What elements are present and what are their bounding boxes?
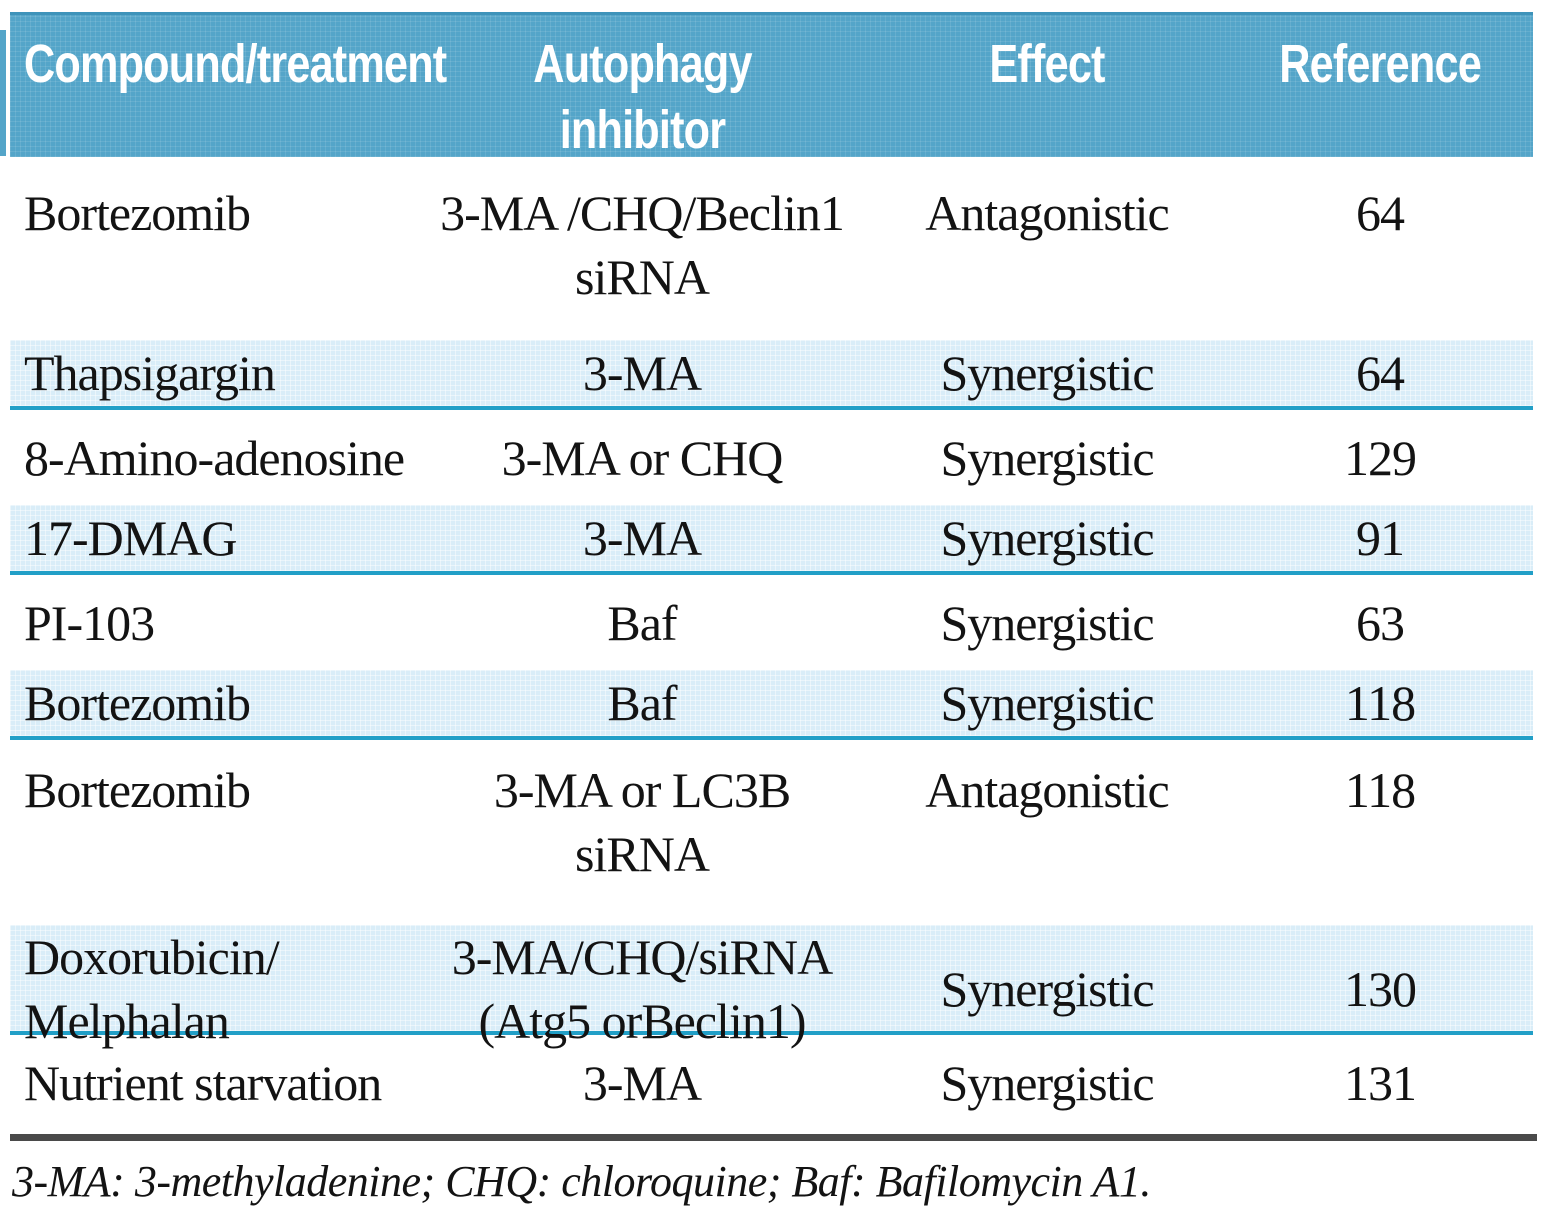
cell-inhibitor: Baf: [607, 594, 677, 651]
cell-reference: 91: [1356, 510, 1405, 566]
column-header-compound: Compound/treatment: [10, 31, 447, 163]
table-row: 17-DMAG 3-MA Synergistic 91: [10, 505, 1533, 575]
cell-reference: 129: [1344, 429, 1417, 486]
column-header-effect-label: Effect: [989, 34, 1105, 94]
column-header-inhibitor: Autophagy inhibitor: [417, 31, 867, 163]
data-table: Compound/treatment Autophagy inhibitor E…: [10, 12, 1533, 1130]
cell-reference: 64: [1356, 185, 1405, 241]
cell-effect: Antagonistic: [925, 185, 1170, 241]
cell-inhibitor: Baf: [607, 675, 677, 731]
cell-inhibitor: 3-MA: [582, 345, 702, 401]
cell-inhibitor: 3-MA /CHQ/Beclin1 siRNA: [440, 185, 845, 305]
cell-compound: 17-DMAG: [24, 510, 237, 566]
cell-effect: Antagonistic: [925, 762, 1170, 818]
cell-reference: 64: [1356, 345, 1405, 401]
table-row: Bortezomib 3-MA /CHQ/Beclin1 siRNA Antag…: [10, 157, 1533, 340]
table-row: 8-Amino-adenosine 3-MA or CHQ Synergisti…: [10, 410, 1533, 505]
cell-reference: 118: [1344, 762, 1416, 818]
left-edge-artifact: [0, 30, 6, 156]
footnote-divider: [10, 1134, 1537, 1141]
cell-effect: Synergistic: [940, 1054, 1154, 1111]
cell-effect: Synergistic: [940, 345, 1154, 401]
cell-compound: Doxorubicin/ Melphalan: [24, 929, 280, 1049]
cell-compound: Bortezomib: [24, 185, 251, 241]
table-row: Thapsigargin 3-MA Synergistic 64: [10, 340, 1533, 410]
cell-compound: PI-103: [24, 594, 155, 651]
column-header-reference-label: Reference: [1279, 34, 1482, 94]
cell-reference: 118: [1344, 675, 1416, 731]
column-header-compound-label: Compound/treatment: [24, 34, 447, 94]
cell-compound: Nutrient starvation: [24, 1054, 382, 1111]
cell-effect: Synergistic: [940, 594, 1154, 651]
table-header-row: Compound/treatment Autophagy inhibitor E…: [10, 12, 1533, 160]
table-row: Nutrient starvation 3-MA Synergistic 131: [10, 1035, 1533, 1130]
cell-effect: Synergistic: [940, 961, 1154, 1017]
cell-inhibitor: 3-MA: [582, 1054, 702, 1111]
cell-reference: 63: [1356, 594, 1405, 651]
cell-compound: Bortezomib: [24, 762, 251, 818]
cell-inhibitor: 3-MA or LC3B siRNA: [493, 762, 791, 882]
cell-compound: Bortezomib: [24, 675, 251, 731]
cell-reference: 130: [1344, 961, 1417, 1017]
cell-inhibitor: 3-MA: [582, 510, 702, 566]
cell-inhibitor: 3-MA/CHQ/siRNA (Atg5 orBeclin1): [451, 929, 833, 1049]
column-header-effect: Effect: [867, 31, 1227, 163]
table-row: Bortezomib 3-MA or LC3B siRNA Antagonist…: [10, 740, 1533, 925]
table-row: PI-103 Baf Synergistic 63: [10, 575, 1533, 670]
cell-reference: 131: [1344, 1054, 1417, 1111]
cell-inhibitor: 3-MA or CHQ: [501, 429, 784, 486]
cell-compound: 8-Amino-adenosine: [24, 429, 405, 486]
column-header-reference: Reference: [1227, 31, 1533, 163]
table-row: Doxorubicin/ Melphalan 3-MA/CHQ/siRNA (A…: [10, 925, 1533, 1049]
cell-effect: Synergistic: [940, 675, 1154, 731]
cell-compound: Thapsigargin: [24, 345, 276, 401]
table-row: Bortezomib Baf Synergistic 118: [10, 670, 1533, 740]
cell-effect: Synergistic: [940, 510, 1154, 566]
column-header-inhibitor-label: Autophagy inhibitor: [532, 34, 752, 160]
table-footnote: 3-MA: 3-methyladenine; CHQ: chloroquine;…: [12, 1157, 1151, 1206]
cell-effect: Synergistic: [940, 429, 1154, 486]
